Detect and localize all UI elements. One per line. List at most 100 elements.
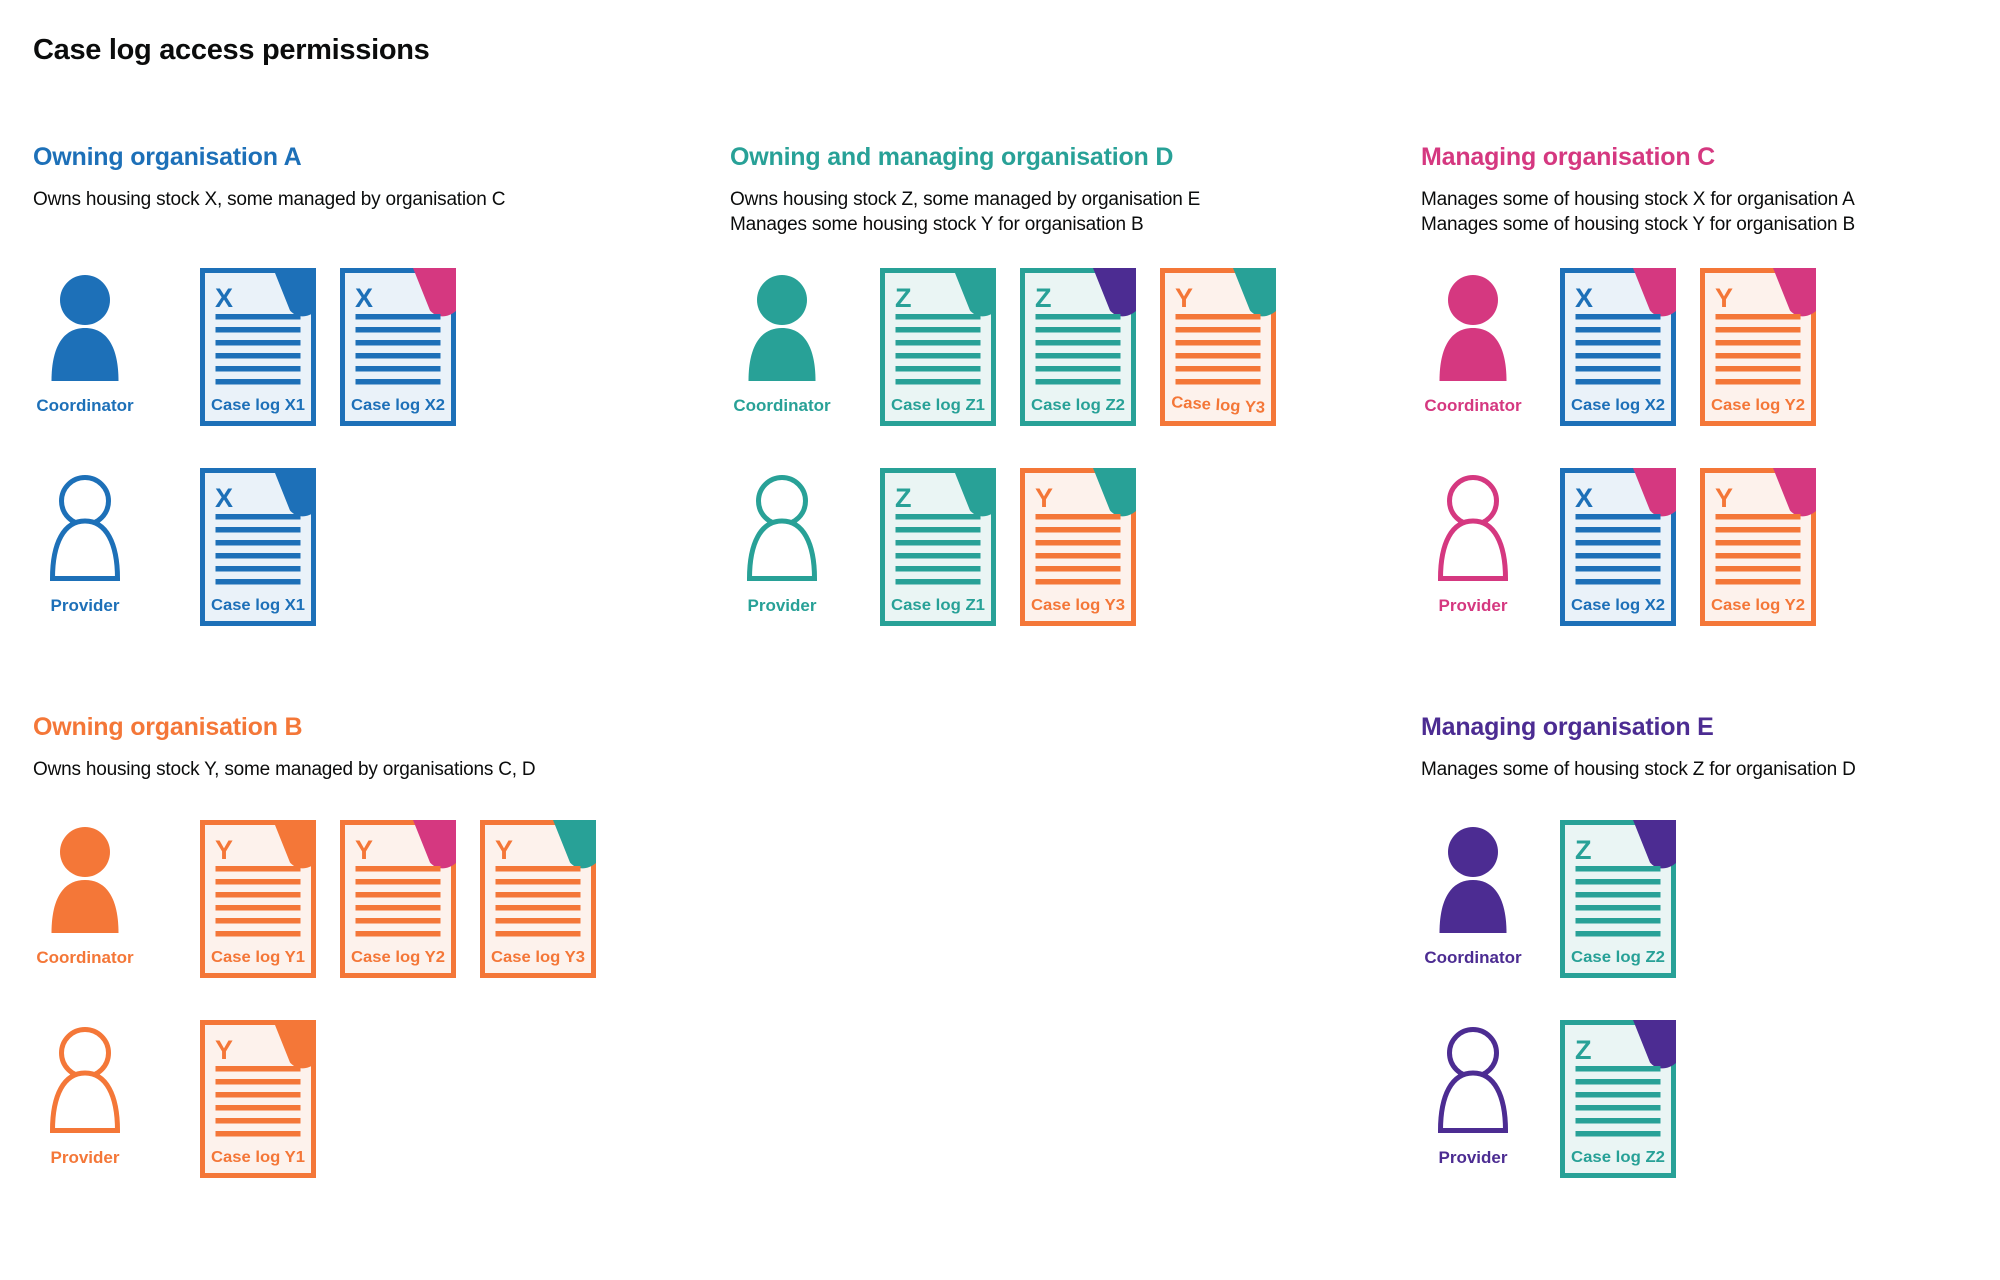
case-log-label: Case log Z1	[891, 597, 985, 614]
section-description: Owns housing stock Z, some managed by or…	[730, 187, 1200, 237]
case-log-document: Y Case log Y3	[480, 820, 596, 978]
case-log-label: Case log Y3	[1031, 597, 1125, 614]
case-log-label: Case log Y2	[1711, 597, 1805, 614]
role-label: Provider	[1438, 596, 1508, 615]
case-log-document: Y Case log Y1	[200, 1020, 316, 1178]
description-line: Manages some of housing stock Y for orga…	[1421, 214, 1855, 235]
provider-row: Provider Z Case log Z2	[1421, 1020, 1676, 1178]
case-log-documents: X Case log X1 X Case log X2	[200, 268, 456, 426]
provider-icon	[50, 475, 120, 581]
role-label: Coordinator	[1424, 948, 1522, 967]
stock-letter: X	[215, 283, 233, 313]
fold-corner	[1633, 468, 1676, 517]
coordinator-person: Coordinator	[730, 268, 834, 416]
fold-corner	[1633, 820, 1676, 869]
stock-letter: X	[1575, 283, 1593, 313]
provider-person: Provider	[1421, 1020, 1525, 1168]
case-log-documents: Z Case log Z1 Y Case log Y3	[880, 468, 1136, 626]
case-log-document: X Case log X1	[200, 268, 316, 426]
case-log-document: Y Case log Y3	[1160, 268, 1276, 426]
stock-letter: Z	[895, 483, 912, 513]
stock-letter: Y	[355, 835, 373, 865]
provider-icon	[1438, 475, 1508, 581]
provider-icon	[747, 475, 817, 581]
provider-person: Provider	[33, 468, 137, 616]
case-log-document: Y Case log Y3	[1020, 468, 1136, 626]
case-log-label: Case log Z2	[1571, 1149, 1665, 1166]
description-line: Owns housing stock Y, some managed by or…	[33, 759, 536, 780]
fold-corner	[953, 468, 996, 517]
coordinator-icon	[1438, 275, 1508, 381]
case-log-documents: Y Case log Y1	[200, 1020, 316, 1178]
case-log-document: Y Case log Y1	[200, 820, 316, 978]
section-title: Managing organisation C	[1421, 143, 1716, 171]
section-owning-and-managing-organisation-d: Owning and managing organisation D Owns …	[730, 143, 1390, 673]
stock-letter: X	[1575, 483, 1593, 513]
section-owning-organisation-a: Owning organisation A Owns housing stock…	[33, 143, 693, 673]
case-log-label: Case log Z1	[891, 397, 985, 414]
case-log-document: Y Case log Y2	[340, 820, 456, 978]
fold-corner	[413, 820, 456, 869]
description-line: Owns housing stock Z, some managed by or…	[730, 189, 1201, 210]
case-log-label: Case log Z2	[1571, 949, 1665, 966]
section-title: Owning and managing organisation D	[730, 143, 1174, 171]
stock-letter: X	[215, 483, 233, 513]
section-managing-organisation-e: Managing organisation E Manages some of …	[1421, 713, 2000, 1243]
stock-letter: Y	[1175, 283, 1193, 313]
case-log-label: Case log Y3	[1171, 394, 1266, 417]
section-description: Manages some of housing stock X for orga…	[1421, 187, 1855, 237]
description-line: Manages some housing stock Y for organis…	[730, 214, 1144, 235]
case-log-document: X Case log X1	[200, 468, 316, 626]
fold-corner	[273, 468, 316, 517]
section-title: Managing organisation E	[1421, 713, 1714, 741]
provider-person: Provider	[1421, 468, 1525, 616]
section-description: Owns housing stock X, some managed by or…	[33, 187, 505, 212]
role-label: Coordinator	[1424, 396, 1522, 415]
fold-corner	[1093, 268, 1136, 317]
case-log-documents: X Case log X1	[200, 468, 316, 626]
provider-person: Provider	[730, 468, 834, 616]
coordinator-row: Coordinator X Case log X2 Y	[1421, 268, 1816, 426]
case-log-document: X Case log X2	[340, 268, 456, 426]
provider-icon	[1438, 1027, 1508, 1133]
fold-corner	[273, 1020, 316, 1069]
coordinator-person: Coordinator	[33, 268, 137, 416]
coordinator-person: Coordinator	[1421, 820, 1525, 968]
stock-letter: Y	[1035, 483, 1053, 513]
case-log-label: Case log X1	[211, 597, 305, 614]
role-label: Provider	[1438, 1148, 1508, 1167]
case-log-documents: Z Case log Z2	[1560, 1020, 1676, 1178]
stock-letter: Y	[215, 835, 233, 865]
stock-letter: X	[355, 283, 373, 313]
description-line: Owns housing stock X, some managed by or…	[33, 189, 506, 210]
case-log-label: Case log Y2	[1711, 397, 1805, 414]
case-log-label: Case log Y2	[351, 949, 445, 966]
provider-row: Provider X Case log X2 Y	[1421, 468, 1816, 626]
case-log-documents: Z Case log Z1 Z Case log Z2	[880, 268, 1276, 426]
case-log-document: Z Case log Z2	[1020, 268, 1136, 426]
case-log-document: Z Case log Z2	[1560, 820, 1676, 978]
fold-corner	[553, 820, 596, 869]
case-log-document: Y Case log Y2	[1700, 268, 1816, 426]
case-log-document: Y Case log Y2	[1700, 468, 1816, 626]
fold-corner	[273, 820, 316, 869]
case-log-label: Case log X1	[211, 397, 305, 414]
case-log-documents: X Case log X2 Y Case log Y2	[1560, 468, 1816, 626]
fold-corner	[1233, 268, 1276, 317]
case-log-document: X Case log X2	[1560, 268, 1676, 426]
case-log-label: Case log Z2	[1031, 397, 1125, 414]
role-label: Coordinator	[733, 396, 831, 415]
section-description: Owns housing stock Y, some managed by or…	[33, 757, 536, 782]
fold-corner	[953, 268, 996, 317]
page-title: Case log access permissions	[33, 34, 430, 66]
fold-corner	[1633, 268, 1676, 317]
stock-letter: Y	[495, 835, 513, 865]
fold-corner	[1773, 468, 1816, 517]
case-log-document: Z Case log Z2	[1560, 1020, 1676, 1178]
section-title: Owning organisation B	[33, 713, 303, 741]
section-title: Owning organisation A	[33, 143, 302, 171]
section-description: Manages some of housing stock Z for orga…	[1421, 757, 1856, 782]
coordinator-icon	[1438, 827, 1508, 933]
coordinator-person: Coordinator	[33, 820, 137, 968]
stock-letter: Z	[895, 283, 912, 313]
